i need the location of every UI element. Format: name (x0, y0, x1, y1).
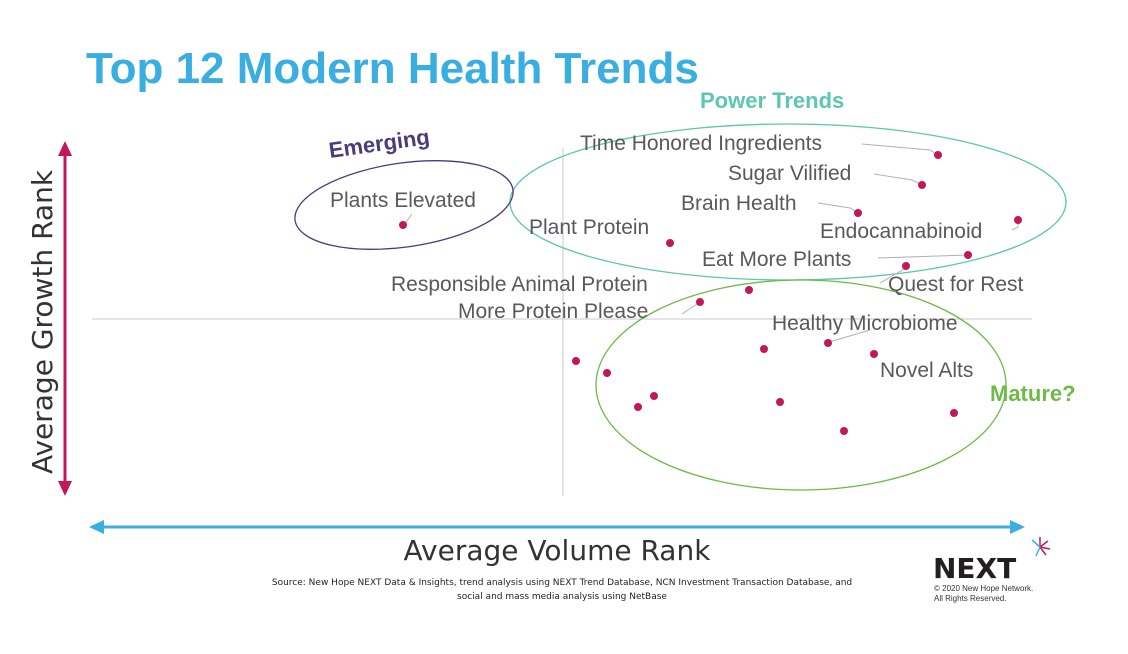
leader-line (879, 267, 907, 284)
starburst-icon (1031, 537, 1051, 557)
data-point (650, 392, 658, 400)
next-logo: NEXT © 2020 New Hope Network. All Rights… (933, 537, 1051, 603)
point-labels: Time Honored Ingredients Sugar Vilified … (330, 132, 1024, 382)
data-point (399, 221, 407, 229)
data-point (824, 339, 832, 347)
point-label: Time Honored Ingredients (580, 132, 822, 155)
data-point (776, 398, 784, 406)
data-point (745, 286, 753, 294)
data-point (666, 239, 674, 247)
point-label: Eat More Plants (702, 248, 851, 271)
data-point (870, 350, 878, 358)
data-point (840, 427, 848, 435)
data-point (634, 403, 642, 411)
point-label: Brain Health (681, 192, 797, 215)
data-point (696, 298, 704, 306)
logo-rights: All Rights Reserved. (934, 594, 1006, 603)
data-point (964, 251, 972, 259)
data-point (950, 409, 958, 417)
leader-line (861, 143, 939, 156)
emerging-ellipse (294, 160, 514, 250)
data-point (1014, 216, 1022, 224)
data-point (934, 151, 942, 159)
point-label: Novel Alts (880, 359, 973, 382)
data-point (760, 345, 768, 353)
mature-ellipse (595, 279, 1007, 491)
logo-copyright: © 2020 New Hope Network. (934, 584, 1033, 593)
data-points (399, 151, 1022, 435)
data-point (603, 369, 611, 377)
point-label: Responsible Animal Protein (391, 273, 648, 296)
point-label: Sugar Vilified (728, 162, 851, 185)
chart-title: Top 12 Modern Health Trends (86, 44, 699, 93)
point-label: Quest for Rest (888, 273, 1024, 296)
source-note: Source: New Hope NEXT Data & Insights, t… (272, 578, 852, 588)
point-label: Plant Protein (529, 216, 649, 239)
source-note-line-2: social and mass media analysis using Net… (457, 592, 667, 602)
point-label: More Protein Please (458, 300, 648, 323)
leader-line (817, 202, 859, 214)
point-label: Endocannabinoid (820, 220, 982, 243)
group-label-emerging: Emerging (327, 124, 431, 163)
point-label: Healthy Microbiome (772, 312, 958, 335)
leader-line (825, 329, 871, 344)
logo-brand: NEXT (933, 552, 1016, 585)
data-point (572, 357, 580, 365)
group-label-power-trends: Power Trends (700, 88, 844, 113)
y-axis-label: Average Growth Rank (26, 169, 59, 474)
data-point (854, 209, 862, 217)
x-axis-label: Average Volume Rank (404, 534, 712, 567)
data-point (918, 181, 926, 189)
y-axis-arrow (58, 141, 72, 496)
leader-line (877, 254, 969, 259)
point-label: Plants Elevated (330, 189, 476, 212)
x-axis-arrow (89, 520, 1025, 534)
leader-line (873, 173, 923, 186)
data-point (902, 262, 910, 270)
group-label-mature: Mature? (990, 381, 1076, 406)
